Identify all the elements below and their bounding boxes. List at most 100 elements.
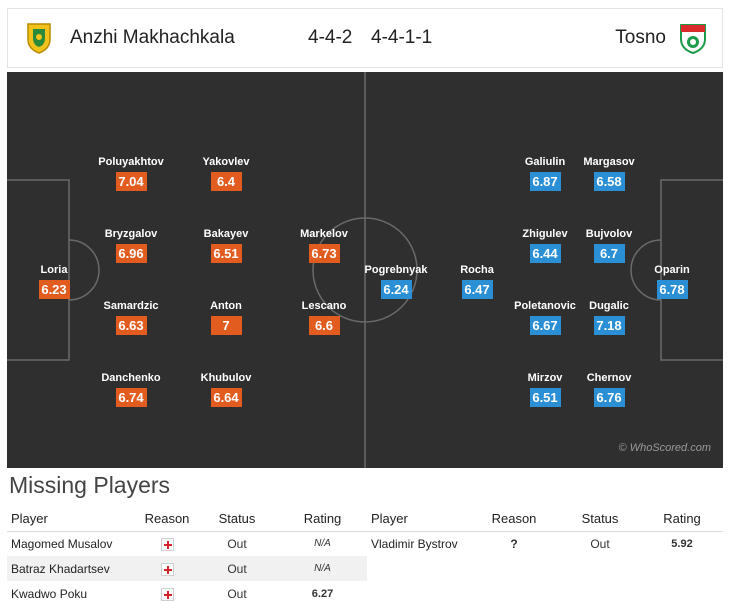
player-rating: 7 bbox=[210, 316, 242, 335]
player-link[interactable]: Vladimir Bystrov bbox=[371, 536, 458, 551]
table-row: Magomed Musalov Out N/A bbox=[7, 531, 367, 556]
player-link[interactable]: Kwadwo Poku bbox=[11, 586, 88, 601]
player-rating: 6.96 bbox=[115, 244, 147, 263]
player-rating: 6.4 bbox=[210, 172, 242, 191]
player-name: Samardzic bbox=[103, 300, 159, 312]
column-header-reason[interactable]: Reason bbox=[469, 507, 559, 532]
unknown-reason: ? bbox=[510, 536, 518, 551]
injury-cross-icon bbox=[160, 537, 174, 551]
player-rating: 6.6 bbox=[308, 316, 340, 335]
player-rating: 6.7 bbox=[593, 244, 625, 263]
away-player[interactable]: Zhigulev 6.44 bbox=[500, 227, 590, 263]
player-name: Danchenko bbox=[101, 372, 161, 384]
home-formation: 4-4-2 bbox=[308, 27, 353, 48]
table-row: Kwadwo Poku Out 6.27 bbox=[7, 581, 367, 604]
status-text: Out bbox=[196, 556, 278, 581]
table-row: Batraz Khadartsev Out N/A bbox=[7, 556, 367, 581]
player-rating: 7.18 bbox=[593, 316, 625, 335]
anzhi-crest-icon bbox=[27, 23, 51, 54]
player-rating: 6.73 bbox=[308, 244, 340, 263]
column-header-status[interactable]: Status bbox=[559, 507, 641, 532]
tosno-crest-icon bbox=[680, 24, 706, 55]
home-player[interactable]: Poluyakhtov 7.04 bbox=[86, 155, 176, 191]
home-player[interactable]: Markelov 6.73 bbox=[279, 227, 369, 263]
column-header-reason[interactable]: Reason bbox=[138, 507, 196, 532]
player-link[interactable]: Batraz Khadartsev bbox=[7, 556, 138, 581]
player-name: Poluyakhtov bbox=[98, 156, 164, 168]
home-player[interactable]: Lescano 6.6 bbox=[279, 299, 369, 335]
status-text: Out bbox=[227, 586, 247, 601]
away-player[interactable]: Mirzov 6.51 bbox=[500, 371, 590, 407]
player-name: Bakayev bbox=[203, 228, 249, 240]
home-player[interactable]: Loria 6.23 bbox=[9, 263, 99, 299]
player-rating: 6.67 bbox=[529, 316, 561, 335]
player-name: Galiulin bbox=[524, 156, 566, 168]
away-player[interactable]: Galiulin 6.87 bbox=[500, 155, 590, 191]
home-player[interactable]: Anton 7 bbox=[181, 299, 271, 335]
player-name: Dugalic bbox=[589, 300, 629, 312]
player-name: Markelov bbox=[300, 228, 348, 240]
away-team[interactable]: Tosno bbox=[615, 21, 708, 55]
player-name: Pogrebnyak bbox=[364, 264, 428, 276]
pitch: Loria 6.23 Poluyakhtov 7.04 Bryzgalov 6.… bbox=[7, 72, 723, 468]
player-rating: 6.44 bbox=[529, 244, 561, 263]
away-player[interactable]: Rocha 6.47 bbox=[432, 263, 522, 299]
match-header: Anzhi Makhachkala 4-4-2 4-4-1-1 Tosno bbox=[7, 8, 723, 68]
home-team[interactable]: Anzhi Makhachkala bbox=[24, 21, 235, 55]
player-name: Bujvolov bbox=[585, 228, 633, 240]
player-rating: 6.64 bbox=[210, 388, 242, 407]
player-rating: 6.74 bbox=[115, 388, 147, 407]
player-name: Oparin bbox=[654, 264, 690, 276]
player-rating: 6.63 bbox=[115, 316, 147, 335]
player-rating: 6.76 bbox=[593, 388, 625, 407]
column-header-status[interactable]: Status bbox=[196, 507, 278, 532]
missing-players-title: Missing Players bbox=[9, 472, 171, 498]
rating-text: 6.27 bbox=[311, 587, 334, 600]
player-rating: 6.78 bbox=[656, 280, 688, 299]
player-rating: 6.23 bbox=[38, 280, 70, 299]
away-player[interactable]: Dugalic 7.18 bbox=[564, 299, 654, 335]
rating-text: 5.92 bbox=[671, 537, 693, 550]
home-player[interactable]: Samardzic 6.63 bbox=[86, 299, 176, 335]
column-header-rating[interactable]: Rating bbox=[641, 507, 723, 532]
player-rating: 7.04 bbox=[115, 172, 147, 191]
player-link[interactable]: Magomed Musalov bbox=[11, 536, 113, 551]
player-name: Bryzgalov bbox=[104, 228, 158, 240]
player-name: Lescano bbox=[301, 300, 347, 312]
away-missing-table: Player Reason Status Rating Vladimir Bys… bbox=[367, 507, 723, 556]
home-player[interactable]: Danchenko 6.74 bbox=[86, 371, 176, 407]
away-team-name[interactable]: Tosno bbox=[615, 27, 666, 48]
player-name: Zhigulev bbox=[522, 228, 568, 240]
away-player[interactable]: Pogrebnyak 6.24 bbox=[351, 263, 441, 299]
home-player[interactable]: Bakayev 6.51 bbox=[181, 227, 271, 263]
away-player[interactable]: Poletanovic 6.67 bbox=[500, 299, 590, 335]
player-name: Anton bbox=[210, 300, 242, 312]
rating-text: N/A bbox=[278, 556, 367, 581]
player-name: Rocha bbox=[460, 264, 494, 276]
player-rating: 6.47 bbox=[461, 280, 493, 299]
away-player[interactable]: Bujvolov 6.7 bbox=[564, 227, 654, 263]
column-header-player[interactable]: Player bbox=[7, 507, 138, 532]
player-name: Mirzov bbox=[527, 372, 563, 384]
away-formation: 4-4-1-1 bbox=[371, 27, 433, 48]
player-name: Loria bbox=[40, 264, 68, 276]
player-name: Khubulov bbox=[200, 372, 252, 384]
away-player[interactable]: Chernov 6.76 bbox=[564, 371, 654, 407]
column-header-rating[interactable]: Rating bbox=[278, 507, 367, 532]
status-text: Out bbox=[227, 536, 247, 551]
home-team-name[interactable]: Anzhi Makhachkala bbox=[70, 27, 235, 48]
player-rating: 6.51 bbox=[210, 244, 242, 263]
player-rating: 6.58 bbox=[593, 172, 625, 191]
home-player[interactable]: Khubulov 6.64 bbox=[181, 371, 271, 407]
player-name: Poletanovic bbox=[514, 300, 576, 312]
player-rating: 6.51 bbox=[529, 388, 561, 407]
away-player[interactable]: Oparin 6.78 bbox=[627, 263, 717, 299]
away-player[interactable]: Margasov 6.58 bbox=[564, 155, 654, 191]
column-header-player[interactable]: Player bbox=[367, 507, 469, 532]
home-player[interactable]: Yakovlev 6.4 bbox=[181, 155, 271, 191]
watermark: © WhoScored.com bbox=[618, 442, 711, 454]
table-row: Vladimir Bystrov ? Out 5.92 bbox=[367, 531, 723, 556]
status-text: Out bbox=[590, 536, 610, 551]
home-missing-table: Player Reason Status Rating Magomed Musa… bbox=[7, 507, 367, 604]
home-player[interactable]: Bryzgalov 6.96 bbox=[86, 227, 176, 263]
